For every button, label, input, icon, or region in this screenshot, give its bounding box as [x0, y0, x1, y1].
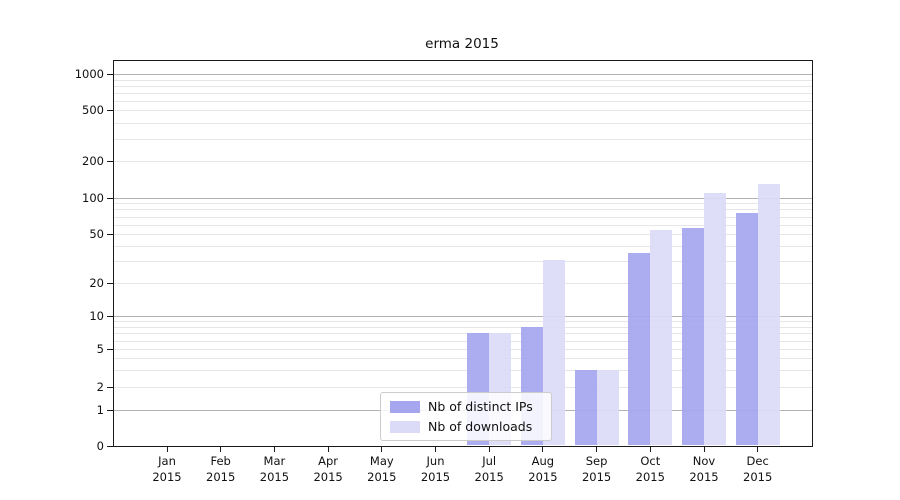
chart-title: erma 2015	[425, 36, 499, 52]
grid-minor-line	[114, 161, 812, 162]
bar-downloads	[757, 183, 780, 446]
y-tick-label: 500	[82, 103, 104, 118]
x-tick-label: Feb 2015	[206, 454, 236, 484]
grid-minor-line	[114, 261, 812, 263]
grid-major-line	[114, 197, 812, 199]
bar-distinct-ips	[574, 370, 597, 446]
x-tick-label: Jun 2015	[420, 454, 451, 484]
grid-minor-line	[114, 321, 812, 323]
y-tick-label: 10	[89, 309, 104, 324]
grid-minor-line	[114, 110, 812, 112]
x-tick-label: Jan 2015	[152, 454, 182, 484]
bar-distinct-ips	[735, 212, 758, 446]
y-tick	[107, 197, 114, 199]
grid-minor-line	[114, 122, 812, 124]
y-tick-label: 0	[96, 438, 104, 453]
grid-minor-line	[114, 203, 812, 205]
legend: Nb of distinct IPs Nb of downloads	[380, 392, 552, 441]
grid-minor-line	[114, 246, 812, 248]
bar-downloads	[704, 192, 726, 446]
grid-minor-line	[114, 224, 812, 226]
x-tick	[273, 446, 275, 452]
x-tick	[703, 446, 705, 452]
grid-minor-line	[114, 340, 812, 342]
x-tick-label: Mar 2015	[259, 454, 290, 484]
bar-distinct-ips	[628, 253, 651, 446]
x-tick	[381, 446, 383, 452]
x-tick	[649, 446, 651, 452]
bar-downloads	[596, 370, 619, 446]
grid-minor-line	[114, 282, 812, 284]
y-tick-label: 1	[96, 402, 104, 417]
x-tick	[488, 446, 490, 452]
grid-minor-line	[114, 326, 812, 328]
legend-item-downloads: Nb of downloads	[390, 419, 542, 434]
y-tick	[107, 161, 114, 162]
y-tick	[107, 316, 114, 318]
grid-minor-line	[114, 349, 812, 351]
grid-minor-line	[114, 370, 812, 372]
x-tick-label: May 2015	[367, 454, 397, 484]
y-tick-label: 1000	[74, 67, 104, 82]
x-tick	[327, 446, 329, 452]
grid-minor-line	[114, 79, 812, 81]
grid-minor-line	[114, 92, 812, 94]
x-tick-label: Aug 2015	[528, 454, 558, 484]
y-tick	[107, 445, 114, 447]
grid-minor-line	[114, 358, 812, 360]
y-tick-label: 50	[89, 227, 104, 242]
x-tick	[757, 446, 759, 452]
grid-minor-line	[114, 234, 812, 236]
grid-major-line	[114, 74, 812, 76]
x-tick-label: Sep 2015	[581, 454, 612, 484]
y-tick-label: 100	[82, 190, 104, 205]
x-tick	[596, 446, 598, 452]
y-tick-label: 20	[89, 275, 104, 290]
bar-distinct-ips	[682, 228, 704, 446]
x-tick-label: Apr 2015	[313, 454, 343, 484]
grid-minor-line	[114, 333, 812, 335]
x-tick-label: Jul 2015	[474, 454, 504, 484]
grid-minor-line	[114, 216, 812, 218]
y-tick	[107, 282, 114, 284]
y-tick-label: 2	[96, 379, 104, 394]
y-tick	[107, 74, 114, 76]
y-tick	[107, 349, 114, 351]
grid-minor-line	[114, 100, 812, 102]
x-tick-label: Oct 2015	[635, 454, 665, 484]
legend-label-downloads: Nb of downloads	[428, 419, 533, 434]
bar-downloads	[650, 230, 673, 446]
grid-minor-line	[114, 138, 812, 140]
y-tick	[107, 234, 114, 236]
y-tick	[107, 409, 114, 411]
x-tick	[166, 446, 168, 452]
x-tick	[435, 446, 436, 452]
legend-swatch-downloads	[390, 420, 420, 433]
x-tick	[542, 446, 544, 452]
y-tick	[107, 110, 114, 112]
grid-major-line	[114, 316, 812, 318]
grid-minor-line	[114, 386, 812, 388]
x-tick-label: Dec 2015	[743, 454, 773, 484]
grid-minor-line	[114, 85, 812, 87]
x-tick-label: Nov 2015	[689, 454, 719, 484]
plot-area: 0 1 2 5 10 20 50 100 200 500 1000 Jan 2015 Feb 2015 M…	[75, 60, 813, 484]
x-tick	[220, 446, 222, 452]
y-tick-label: 5	[96, 342, 104, 357]
grid-minor-line	[114, 209, 812, 211]
y-tick-label: 200	[82, 154, 104, 168]
y-tick	[107, 386, 114, 388]
legend-swatch-distinct-ips	[390, 400, 420, 413]
legend-item-distinct-ips: Nb of distinct IPs	[390, 399, 542, 414]
legend-label-distinct-ips: Nb of distinct IPs	[428, 399, 533, 414]
